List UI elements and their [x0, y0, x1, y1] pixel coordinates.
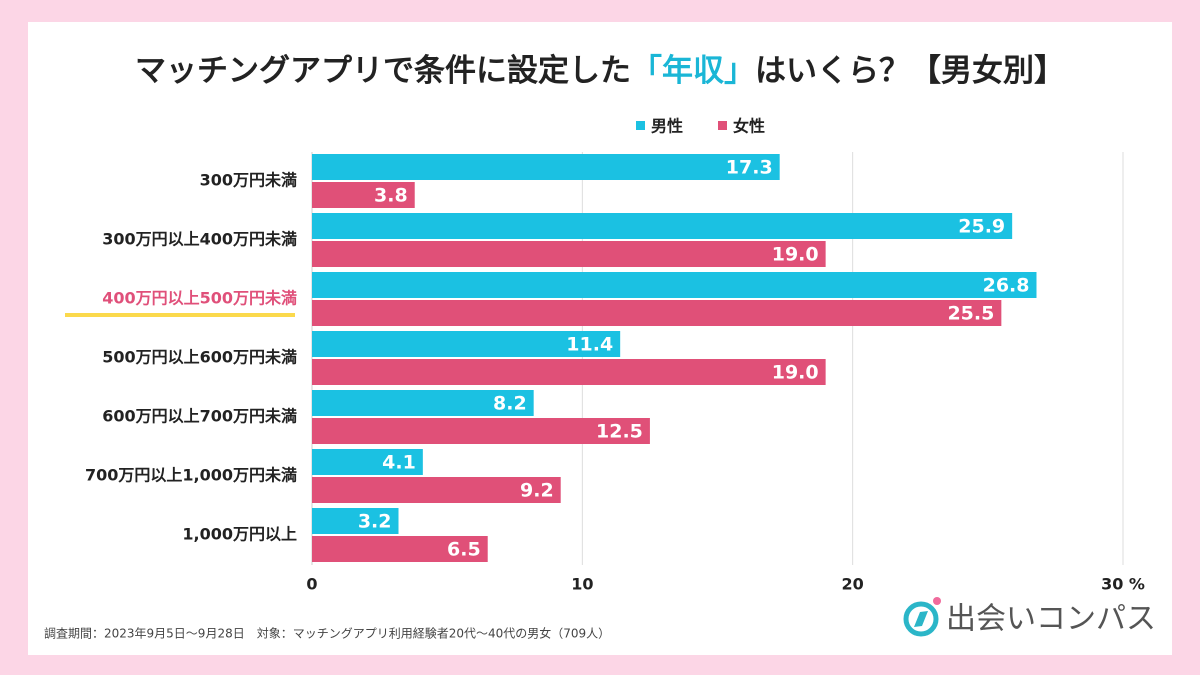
- logo: 出会いコンパス: [903, 597, 1156, 637]
- logo-needle: [914, 611, 928, 627]
- legend-label: 男性: [651, 117, 683, 136]
- data-label: 19.0: [772, 244, 819, 266]
- x-tick-label: 20: [842, 575, 864, 594]
- highlight-underline: [65, 313, 295, 317]
- data-label: 8.2: [493, 393, 527, 415]
- bar: [312, 331, 621, 357]
- x-tick-label: 10: [571, 575, 593, 594]
- y-tick-label: 300万円未満: [200, 171, 297, 190]
- data-label: 26.8: [983, 275, 1030, 297]
- data-label: 4.1: [382, 452, 416, 474]
- y-tick-label: 500万円以上600万円未満: [102, 348, 297, 367]
- bar: [312, 272, 1037, 298]
- data-label: 11.4: [566, 334, 613, 356]
- chart-title: マッチングアプリで条件に設定した「年収」はいくら？【男女別】: [135, 53, 1065, 89]
- bar: [312, 154, 780, 180]
- y-tick-label: 400万円以上500万円未満: [102, 289, 297, 308]
- y-tick-label: 1,000万円以上: [182, 525, 297, 544]
- legend-swatch: [718, 121, 727, 130]
- data-label: 3.2: [358, 511, 392, 533]
- data-label: 17.3: [726, 157, 773, 179]
- bar: [312, 390, 534, 416]
- bar: [312, 182, 415, 208]
- x-tick-label: 30 %: [1101, 575, 1145, 594]
- bar: [312, 449, 423, 475]
- bar: [312, 300, 1002, 326]
- y-tick-label: 700万円以上1,000万円未満: [85, 466, 297, 485]
- logo-text: 出会いコンパス: [946, 602, 1156, 637]
- bar: [312, 241, 826, 267]
- title-part: はいくら？【男女別】: [755, 53, 1065, 89]
- legend-swatch: [636, 121, 645, 130]
- title-highlight: 「年収」: [631, 53, 755, 89]
- x-tick-label: 0: [306, 575, 317, 594]
- title-part: マッチングアプリで条件に設定した: [135, 53, 631, 89]
- legend-label: 女性: [733, 117, 765, 136]
- bar: [312, 508, 399, 534]
- data-label: 9.2: [520, 480, 554, 502]
- y-tick-label: 300万円以上400万円未満: [102, 230, 297, 249]
- bar: [312, 418, 650, 444]
- footnote: 調査期間：2023年9月5日〜9月28日 対象：マッチングアプリ利用経験者20代…: [44, 626, 610, 641]
- bar: [312, 477, 561, 503]
- data-label: 25.9: [958, 216, 1005, 238]
- bar: [312, 213, 1013, 239]
- bar: [312, 359, 826, 385]
- data-label: 19.0: [772, 362, 819, 384]
- logo-heart: [933, 597, 941, 605]
- data-label: 3.8: [374, 185, 408, 207]
- bar: [312, 536, 488, 562]
- data-label: 25.5: [947, 303, 994, 325]
- logo-icon: [903, 601, 939, 637]
- data-label: 6.5: [447, 539, 481, 561]
- y-tick-label: 600万円以上700万円未満: [102, 407, 297, 426]
- data-label: 12.5: [596, 421, 643, 443]
